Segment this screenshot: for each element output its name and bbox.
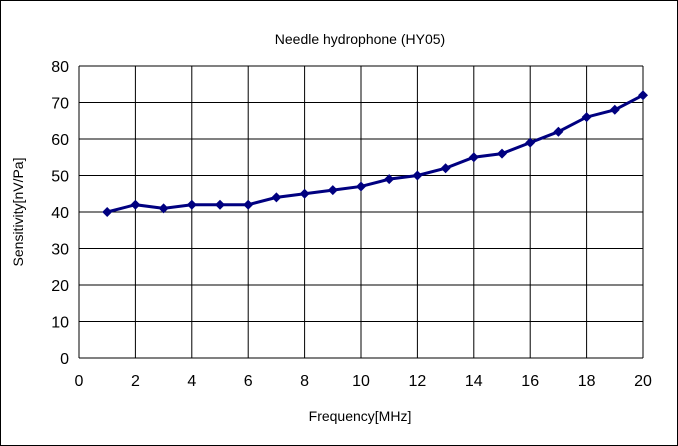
x-tick-label: 14 xyxy=(465,373,483,390)
series-line xyxy=(106,93,644,214)
data-point-marker xyxy=(186,199,197,210)
x-tick-label: 6 xyxy=(244,373,253,390)
x-tick-label: 10 xyxy=(352,373,370,390)
data-point-marker xyxy=(553,126,564,137)
y-tick-label: 30 xyxy=(51,242,69,259)
data-point-marker xyxy=(299,188,310,199)
data-point-marker xyxy=(581,112,592,123)
data-point-marker xyxy=(356,181,366,192)
data-point-marker xyxy=(243,199,254,210)
x-tick-label: 2 xyxy=(131,373,140,390)
data-point-marker xyxy=(130,199,141,210)
chart-title: Needle hydrophone (HY05) xyxy=(275,31,445,47)
data-point-marker xyxy=(384,174,395,185)
y-tick-label: 20 xyxy=(51,278,69,295)
x-tick-label: 12 xyxy=(409,373,427,390)
x-tick-label: 4 xyxy=(187,373,196,390)
y-tick-label: 10 xyxy=(51,315,69,332)
data-point-marker xyxy=(412,170,423,181)
data-point-marker xyxy=(327,185,338,196)
y-tick-label: 80 xyxy=(51,59,69,76)
data-point-marker xyxy=(638,90,648,101)
y-tick-label: 0 xyxy=(60,351,69,368)
y-tick-label: 70 xyxy=(51,96,69,113)
data-point-marker xyxy=(609,104,620,115)
data-point-marker xyxy=(215,199,225,210)
x-axis-label: Frequency[MHz] xyxy=(309,408,412,424)
x-tick-label: 18 xyxy=(578,373,596,390)
y-tick-label: 40 xyxy=(51,205,69,222)
y-tick-label: 50 xyxy=(51,169,69,186)
data-point-marker xyxy=(525,137,536,148)
x-tick-label: 20 xyxy=(634,373,652,390)
x-tick-label: 8 xyxy=(300,373,309,390)
data-point-marker xyxy=(158,203,169,214)
data-point-marker xyxy=(271,192,282,203)
y-axis-label: Sensitivity[nV/Pa] xyxy=(10,158,26,267)
data-point-marker xyxy=(440,163,451,174)
data-point-marker xyxy=(468,152,479,163)
x-tick-label: 0 xyxy=(75,373,84,390)
x-tick-label: 16 xyxy=(521,373,539,390)
data-point-marker xyxy=(497,148,507,159)
data-point-marker xyxy=(102,207,113,217)
y-tick-label: 60 xyxy=(51,132,69,149)
